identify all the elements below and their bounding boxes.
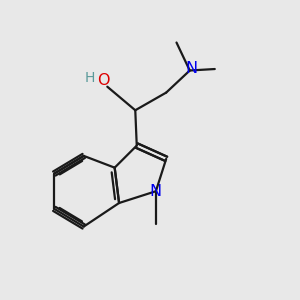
Text: N: N	[185, 61, 197, 76]
Text: O: O	[97, 73, 110, 88]
Text: H: H	[85, 71, 95, 85]
Text: N: N	[150, 184, 162, 199]
